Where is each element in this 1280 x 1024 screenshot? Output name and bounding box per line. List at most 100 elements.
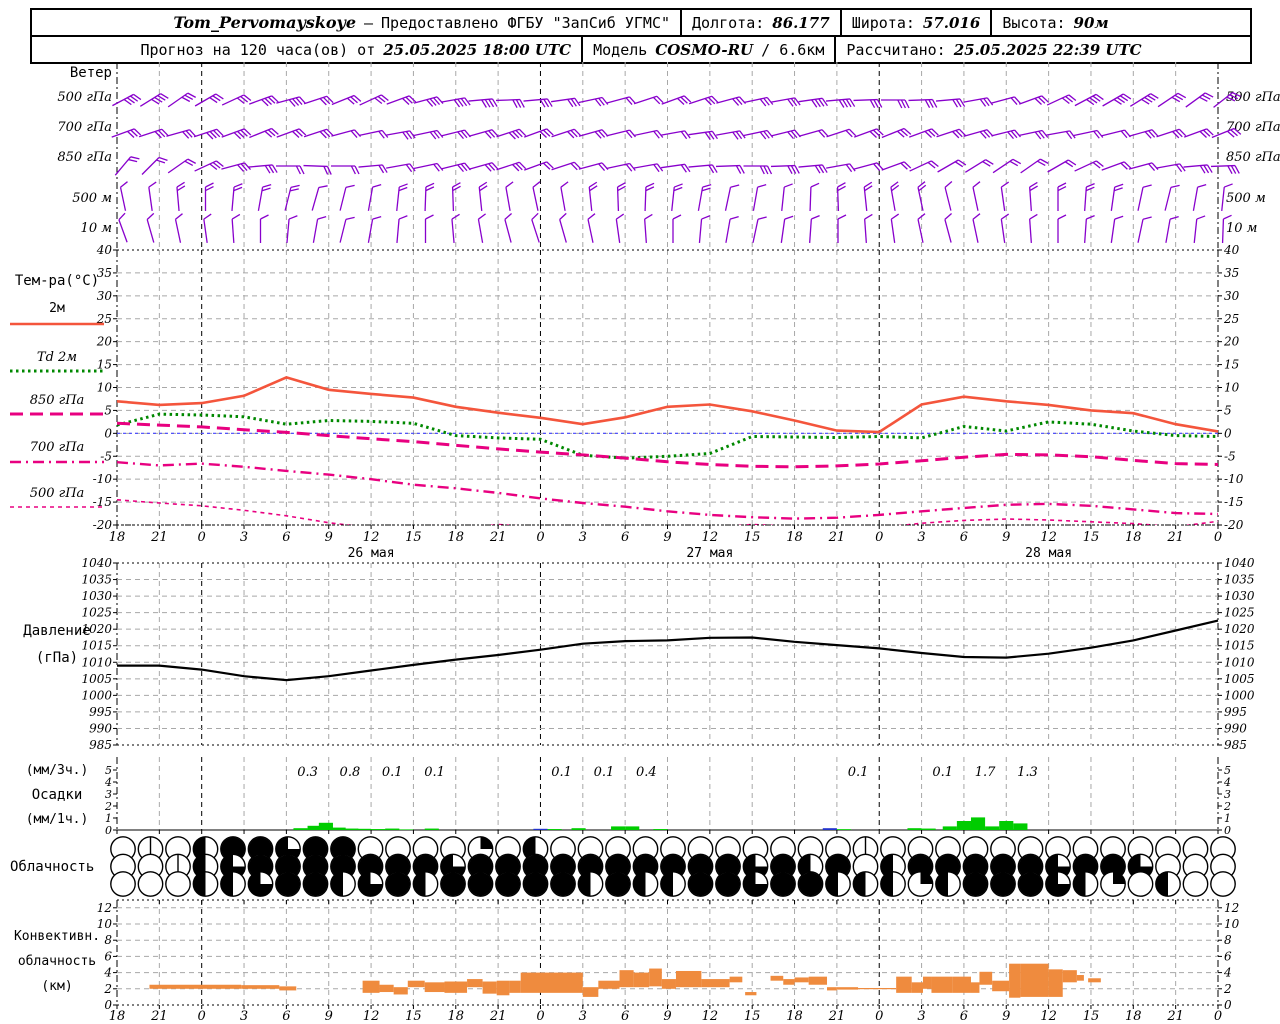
- hour-label: 3: [579, 530, 587, 545]
- wind-level-label-right: 850 гПа: [1226, 150, 1280, 165]
- wind-barb: [688, 164, 718, 174]
- hour-label: 12: [363, 1009, 380, 1024]
- hour-label: 12: [702, 530, 719, 545]
- cloud-fill: [441, 872, 465, 896]
- cloud-fill: [358, 854, 383, 879]
- wind-barb: [146, 212, 155, 243]
- altitude-value: 90м: [1073, 13, 1109, 32]
- precip-bar: [424, 828, 439, 830]
- wind-barb: [1128, 129, 1159, 139]
- precip-bar: [547, 829, 562, 830]
- temp-ytick-right: -20: [1224, 518, 1244, 532]
- convective-bar: [783, 979, 795, 985]
- convective-bar: [970, 982, 980, 993]
- precipitation-panel: 5 54 43 32 21 10 0(мм/3ч.)Осадки(мм/1ч.)0.3 0.8…: [26, 757, 1231, 837]
- wind-barb: [1164, 184, 1180, 211]
- cloud-fill: [303, 854, 328, 879]
- wind-barb: [1129, 93, 1159, 107]
- wind-barb: [194, 160, 224, 172]
- pressure-ytick-left: 1025: [81, 606, 112, 620]
- temp-ytick-left: -5: [100, 449, 112, 463]
- cloud-fill: [523, 854, 548, 879]
- cloud-fill: [248, 854, 273, 879]
- convective-bar: [808, 976, 828, 985]
- cloud-fill: [276, 872, 300, 896]
- cloud-fill: [771, 872, 795, 896]
- temp-ytick-left: 5: [104, 403, 112, 417]
- wind-barb: [386, 95, 417, 105]
- wind-barb: [532, 181, 541, 211]
- wind-barb: [1102, 93, 1132, 107]
- wind-barb: [587, 213, 596, 243]
- wind-barb: [312, 216, 327, 243]
- wind-barb: [578, 129, 609, 139]
- convective-bar: [701, 979, 730, 988]
- temp-ytick-left: 40: [96, 243, 113, 257]
- wind-barb: [743, 96, 774, 107]
- hour-label: 15: [744, 1009, 761, 1024]
- wind-barb: [248, 164, 278, 174]
- wind-barb: [386, 130, 416, 140]
- convective-bar: [149, 984, 242, 989]
- cloud-fill: [330, 871, 343, 897]
- hour-label: 18: [109, 530, 126, 545]
- pressure-ytick-left: 1010: [81, 655, 112, 669]
- temperature-legend: Тем-ра(°C) 2м Td 2м 850 гПа 700 гПа 500 гПа: [10, 273, 104, 508]
- wind-barb: [644, 213, 653, 244]
- temp-xaxis: 18 21 0 3 6 9 12 15 18 21 0 3 6 9 12 15 18 21 0 3 6 9 12 15 18 21…: [109, 524, 1222, 561]
- convective-bar: [827, 987, 837, 991]
- precip-ytick-right: 3: [1224, 788, 1231, 801]
- temp-ytick-left: 25: [96, 312, 112, 326]
- pressure-ytick-left: 990: [89, 721, 112, 735]
- precip-ytick-right: 4: [1223, 776, 1231, 789]
- model-resolution: / 6.6км: [761, 40, 825, 59]
- convective-bar: [649, 968, 662, 987]
- temp-ytick-right: 35: [1224, 266, 1239, 280]
- header-box: Tom_Pervomayskoye — Предоставлено ФГБУ "…: [30, 8, 1252, 64]
- cloud-fill: [633, 854, 658, 879]
- pressure-ytick-right: 1005: [1224, 672, 1255, 686]
- convective-ytick-right: 6: [1224, 949, 1232, 963]
- precip-bar: [611, 826, 626, 830]
- wind-barb: [633, 95, 664, 105]
- cloud-fill: [660, 871, 673, 897]
- wind-barb: [771, 129, 801, 140]
- legend-label-2: 850 гПа: [30, 393, 85, 408]
- separator: [680, 10, 683, 35]
- latitude-value: 57.016: [922, 13, 981, 32]
- pressure-ytick-left: 985: [89, 738, 112, 752]
- temp-ytick-right: 30: [1224, 289, 1240, 303]
- legend-label-1: Td 2м: [37, 350, 77, 365]
- pressure-ytick-right: 1015: [1224, 639, 1255, 653]
- pressure-ytick-right: 1035: [1224, 573, 1255, 587]
- precip-bar: [385, 828, 400, 830]
- precip-ytick-left: 5: [105, 764, 112, 777]
- convective-bar: [1020, 963, 1049, 997]
- wind-barb: [1057, 214, 1067, 243]
- wind-barb: [478, 181, 488, 212]
- convective-bar: [992, 980, 1010, 992]
- wind-barb: [1029, 181, 1038, 212]
- precip-3h-value: 0.1: [594, 765, 615, 780]
- wind-barb: [193, 128, 224, 140]
- legend-label-4: 500 гПа: [30, 486, 85, 501]
- hour-label: 6: [282, 1009, 290, 1024]
- cloud-fill: [743, 871, 768, 897]
- hour-label: 12: [363, 530, 380, 545]
- pressure-panel: 1040 1040 1035 1035 1030 1030 1025 1025 1020 1020…: [23, 556, 1255, 752]
- convective-bar: [729, 976, 743, 983]
- cloud-fill: [935, 871, 948, 897]
- wind-barb: [725, 216, 739, 243]
- wind-barb: [167, 158, 197, 174]
- wind-barb: [1211, 127, 1242, 139]
- precip-ytick-right: 0: [1224, 824, 1231, 837]
- run-time: 25.05.2025 18:00 UTC: [383, 40, 572, 59]
- wind-barb: [1210, 164, 1240, 174]
- wind-barb: [166, 129, 197, 139]
- wind-barb: [1084, 182, 1095, 212]
- wind-barb: [477, 213, 486, 243]
- wind-barb: [881, 127, 912, 139]
- cloud-fill: [771, 854, 795, 879]
- provider-text: Предоставлено ФГБУ "ЗапСиб УГМС": [381, 13, 671, 32]
- temp-series-2: [117, 421, 1218, 469]
